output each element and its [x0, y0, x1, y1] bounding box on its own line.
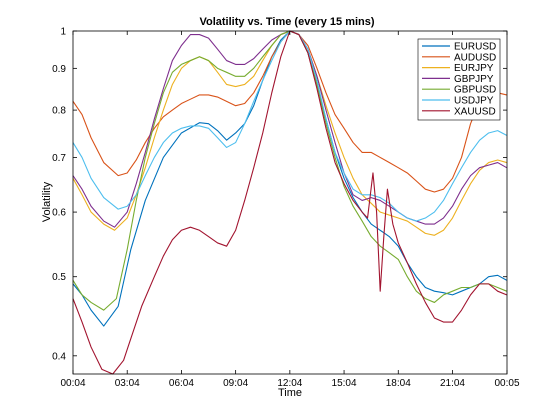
x-tick-label: 18:04 — [386, 378, 411, 389]
x-tick-label: 00:05 — [494, 378, 519, 389]
y-tick-label: 0.5 — [52, 272, 66, 283]
y-tick-label: 0.8 — [52, 106, 66, 117]
y-tick-label: 0.4 — [52, 351, 66, 362]
x-tick-label: 03:04 — [115, 378, 140, 389]
legend-label-eurusd: EURUSD — [454, 42, 496, 53]
legend-label-gbpusd: GBPUSD — [454, 85, 496, 96]
y-tick-label: 1 — [60, 27, 66, 38]
y-tick-label: 0.9 — [52, 64, 66, 75]
y-tick-label: 0.6 — [52, 208, 66, 219]
legend: EURUSDAUDUSDEURJPYGBPJPYGBPUSDUSDJPYXAUU… — [418, 39, 500, 120]
legend-label-audusd: AUDUSD — [454, 52, 496, 63]
legend-label-xauusd: XAUUSD — [454, 106, 496, 117]
x-tick-label: 21:04 — [440, 378, 465, 389]
x-tick-label: 00:04 — [60, 378, 85, 389]
y-tick-label: 0.7 — [52, 153, 66, 164]
legend-label-usdjpy: USDJPY — [454, 96, 494, 107]
y-axis-label: Volatility — [41, 181, 53, 222]
x-tick-label: 06:04 — [169, 378, 194, 389]
legend-label-gbpjpy: GBPJPY — [454, 74, 494, 85]
x-tick-label: 15:04 — [332, 378, 357, 389]
legend-label-eurjpy: EURJPY — [454, 63, 494, 74]
chart-title: Volatility vs. Time (every 15 mins) — [199, 16, 374, 28]
x-axis-label: Time — [278, 387, 302, 399]
x-tick-label: 09:04 — [223, 378, 248, 389]
